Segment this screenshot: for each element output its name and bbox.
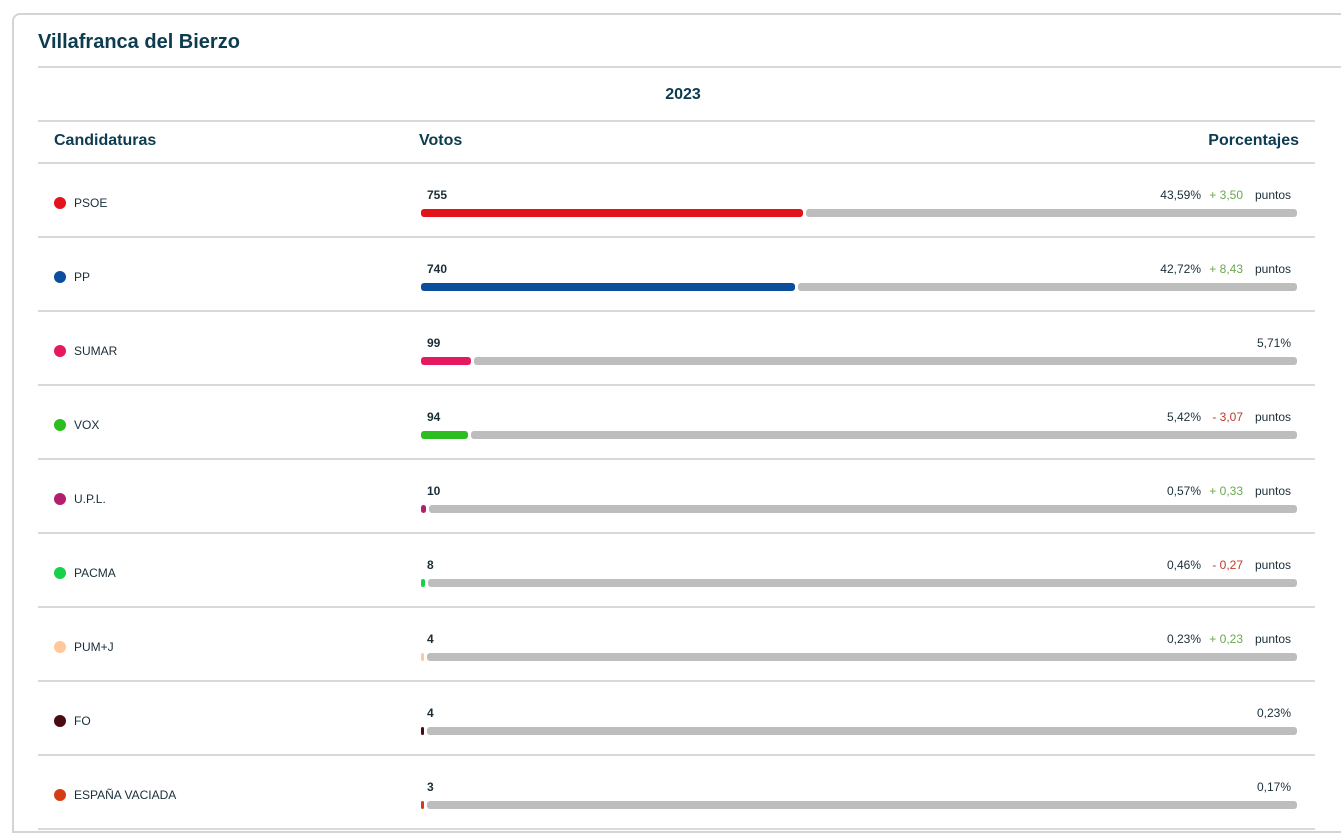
year: 2023 [665,86,701,103]
party-dot [54,789,66,801]
change: + 3,50 [1209,188,1243,202]
bar-track [798,283,1297,291]
bar-track [805,209,1297,217]
percent: 0,23% [1166,632,1201,646]
percent-bar [421,579,426,587]
column-header: Votos [419,132,463,149]
percent-bar [421,727,424,735]
party-dot [54,345,66,357]
column-header: Porcentajes [1208,132,1299,149]
bar-track [428,505,1297,513]
votes: 3 [427,780,434,794]
change: + 0,33 [1209,484,1243,498]
percent-bar [421,283,796,291]
percent-bar [421,357,472,365]
party-name: PACMA [74,566,116,580]
percent: 0,23% [1256,706,1291,720]
votes: 94 [427,410,441,424]
party-name: PSOE [74,196,108,210]
divider [38,162,1315,164]
party-name: FO [74,714,91,728]
percent-bar [421,801,424,809]
bar-track [427,727,1297,735]
party-name: VOX [74,418,100,432]
unit: puntos [1254,188,1291,202]
divider [38,606,1315,608]
divider [38,120,1315,122]
bar-track [427,653,1297,661]
page: {"header": {"title": "Villafranca del Bi… [12,13,1341,833]
party-dot [54,419,66,431]
divider [38,236,1315,238]
bar-track [474,357,1297,365]
party-name: U.P.L. [74,492,106,506]
title: Villafranca del Bierzo [38,31,240,53]
party-dot [54,271,66,283]
votes: 740 [427,262,448,276]
divider [38,384,1315,386]
party-name: ESPAÑA VACIADA [74,788,177,802]
bar-track [428,579,1297,587]
party-dot [54,641,66,653]
divider [38,532,1315,534]
party-dot [54,715,66,727]
unit: puntos [1254,410,1291,424]
divider [38,828,1315,830]
unit: puntos [1254,558,1291,572]
percent-bar [421,431,469,439]
percent: 0,17% [1256,780,1291,794]
party-dot [54,197,66,209]
change: + 8,43 [1209,262,1243,276]
column-header: Candidaturas [54,132,157,149]
percent: 0,57% [1166,484,1201,498]
percent-bar [421,505,426,513]
party-dot [54,567,66,579]
party-name: PP [74,270,91,284]
percent: 0,46% [1166,558,1201,572]
divider [38,458,1315,460]
unit: puntos [1254,262,1291,276]
divider [38,66,1341,68]
votes: 755 [427,188,448,202]
percent-bar [421,653,424,661]
bar-track [471,431,1297,439]
change: - 3,07 [1212,410,1243,424]
divider [38,754,1315,756]
percent: 42,72% [1160,262,1201,276]
party-dot [54,493,66,505]
divider [38,310,1315,312]
unit: puntos [1254,632,1291,646]
change: - 0,27 [1212,558,1243,572]
percent-bar [421,209,803,217]
votes: 99 [427,336,441,350]
divider [38,680,1315,682]
party-name: PUM+J [74,640,114,654]
votes: 4 [427,632,434,646]
percent: 5,71% [1256,336,1291,350]
percent: 43,59% [1160,188,1201,202]
votes: 8 [427,558,434,572]
votes: 10 [427,484,441,498]
party-name: SUMAR [74,344,118,358]
unit: puntos [1254,484,1291,498]
results-card [12,13,1341,833]
percent: 5,42% [1166,410,1201,424]
change: + 0,23 [1209,632,1243,646]
votes: 4 [427,706,434,720]
bar-track [427,801,1297,809]
